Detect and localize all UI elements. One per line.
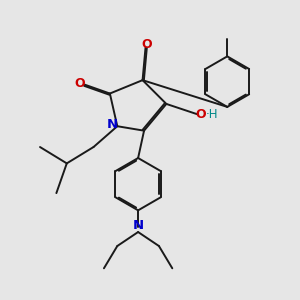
Text: O: O xyxy=(142,38,152,51)
Text: N: N xyxy=(106,118,118,131)
Text: ·H: ·H xyxy=(206,108,219,122)
Text: O: O xyxy=(195,108,206,121)
Text: O: O xyxy=(74,76,85,90)
Text: N: N xyxy=(133,219,144,232)
